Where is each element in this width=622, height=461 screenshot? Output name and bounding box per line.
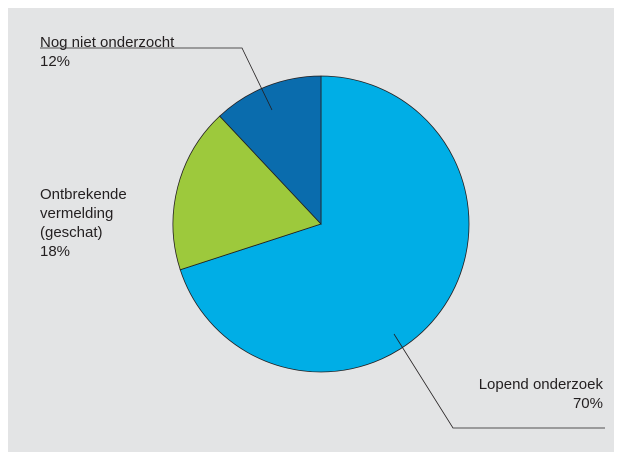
label-value: 18% [40, 243, 71, 260]
label-value: 70% [572, 395, 603, 412]
slice-label: Nog niet onderzocht 12% [40, 33, 174, 71]
slice-label: Lopend onderzoek 70% [479, 375, 603, 413]
pie-slice [179, 75, 470, 373]
pie-slice [172, 115, 322, 271]
label-name: Nog niet onderzocht [40, 34, 175, 51]
leader-line [40, 47, 273, 111]
label-name: Lopend onderzoek [478, 376, 603, 393]
label-value: 12% [40, 53, 71, 70]
leader-line [393, 333, 605, 429]
slice-label: Ontbrekende vermelding (geschat) 18% [40, 185, 140, 261]
label-name: Ontbrekende vermelding (geschat) [40, 186, 127, 241]
pie-slice [219, 75, 322, 226]
